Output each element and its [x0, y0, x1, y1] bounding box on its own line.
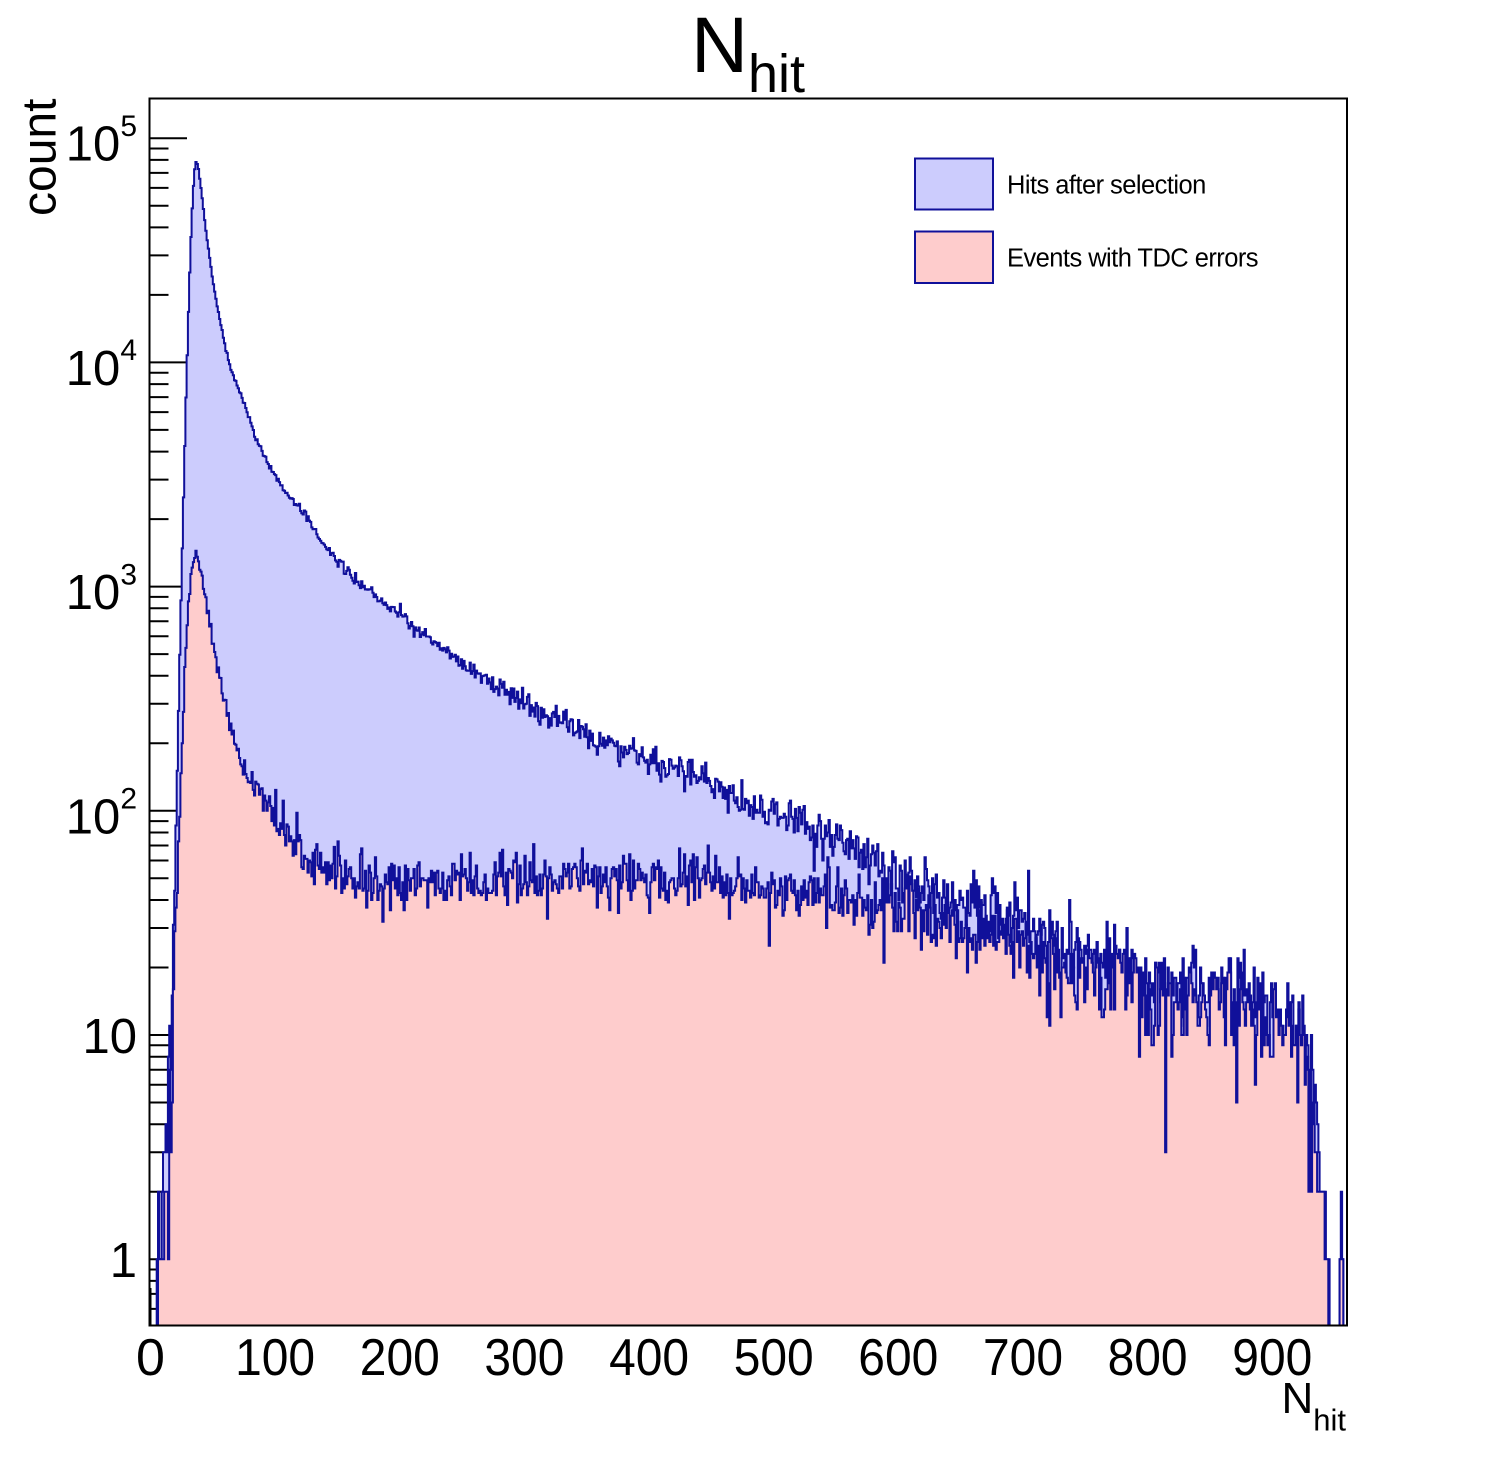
svg-text:102: 102	[66, 783, 137, 845]
svg-text:500: 500	[734, 1329, 814, 1387]
svg-text:count: count	[14, 99, 67, 216]
svg-text:Events with TDC errors: Events with TDC errors	[1007, 245, 1258, 273]
svg-text:100: 100	[235, 1329, 315, 1387]
svg-text:200: 200	[360, 1329, 440, 1387]
svg-text:0: 0	[136, 1329, 165, 1387]
svg-text:700: 700	[983, 1329, 1063, 1387]
svg-text:Hits after selection: Hits after selection	[1007, 172, 1206, 200]
svg-text:1: 1	[110, 1234, 137, 1288]
svg-text:400: 400	[609, 1329, 689, 1387]
svg-text:Nhit: Nhit	[691, 0, 805, 104]
svg-text:300: 300	[484, 1329, 564, 1387]
svg-text:800: 800	[1108, 1329, 1188, 1387]
svg-text:10: 10	[82, 1010, 137, 1064]
svg-text:600: 600	[858, 1329, 938, 1387]
svg-text:900: 900	[1232, 1329, 1312, 1387]
